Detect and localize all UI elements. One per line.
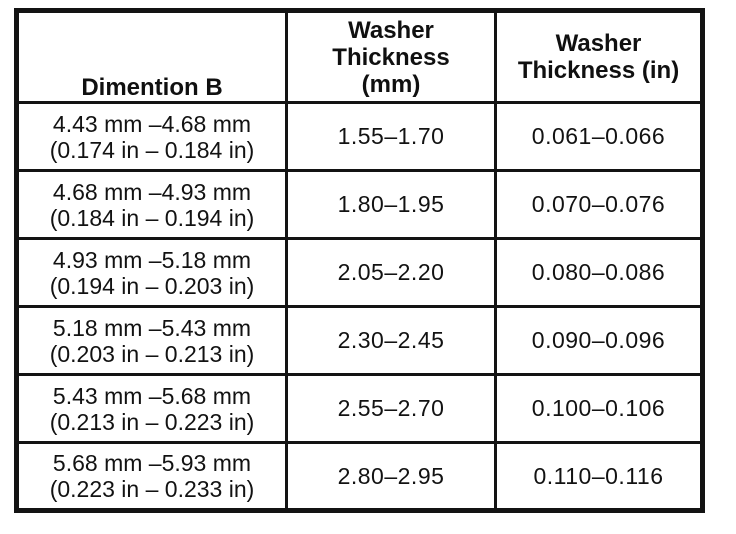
table-row: 5.68 mm –5.93 mm (0.223 in – 0.233 in) 2… [15,441,704,512]
thickness-in-cell: 0.090–0.096 [494,305,704,376]
dimension-mm-range: 5.18 mm –5.43 mm [52,314,252,341]
dimension-mm-range: 4.43 mm –4.68 mm [52,110,252,137]
thickness-mm-cell: 2.30–2.45 [285,305,497,376]
table-row: 5.43 mm –5.68 mm (0.213 in – 0.223 in) 2… [15,373,704,444]
dimension-in-range: (0.184 in – 0.194 in) [49,204,255,231]
thickness-in-cell: 0.100–0.106 [494,373,704,444]
dimension-in-range: (0.213 in – 0.223 in) [49,408,255,435]
thickness-in-cell: 0.080–0.086 [494,237,704,308]
header-washer-thickness-in: Washer Thickness (in) [494,9,704,104]
dimension-b-cell: 4.68 mm –4.93 mm (0.184 in – 0.194 in) [15,169,288,240]
dimension-b-cell: 5.68 mm –5.93 mm (0.223 in – 0.233 in) [15,441,288,512]
thickness-in-cell: 0.061–0.066 [494,101,704,172]
thickness-in-cell: 0.110–0.116 [494,441,704,512]
header-line: Washer [555,30,642,57]
dimension-b-cell: 5.18 mm –5.43 mm (0.203 in – 0.213 in) [15,305,288,376]
dimension-b-cell: 4.43 mm –4.68 mm (0.174 in – 0.184 in) [15,101,288,172]
header-line: Dimention B [81,74,223,101]
table-row: 4.43 mm –4.68 mm (0.174 in – 0.184 in) 1… [15,101,704,172]
header-row: Dimention B Washer Thickness (mm) Washer… [15,9,704,104]
header-dimension-b: Dimention B [15,9,288,104]
thickness-mm-cell: 2.05–2.20 [285,237,497,308]
table-row: 4.68 mm –4.93 mm (0.184 in – 0.194 in) 1… [15,169,704,240]
dimension-in-range: (0.203 in – 0.213 in) [49,340,255,367]
washer-thickness-table: Dimention B Washer Thickness (mm) Washer… [14,8,705,513]
thickness-mm-cell: 1.55–1.70 [285,101,497,172]
thickness-mm-cell: 2.80–2.95 [285,441,497,512]
header-line: Thickness [332,43,450,71]
table-row: 5.18 mm –5.43 mm (0.203 in – 0.213 in) 2… [15,305,704,376]
dimension-in-range: (0.223 in – 0.233 in) [49,476,255,502]
thickness-mm-cell: 2.55–2.70 [285,373,497,444]
dimension-b-cell: 4.93 mm –5.18 mm (0.194 in – 0.203 in) [15,237,288,308]
dimension-mm-range: 4.68 mm –4.93 mm [52,178,252,205]
dimension-in-range: (0.174 in – 0.184 in) [49,136,255,163]
table-row: 4.93 mm –5.18 mm (0.194 in – 0.203 in) 2… [15,237,704,308]
washer-thickness-table-container: Dimention B Washer Thickness (mm) Washer… [14,8,705,513]
thickness-in-cell: 0.070–0.076 [494,169,704,240]
header-line: Thickness (in) [517,57,680,84]
dimension-mm-range: 4.93 mm –5.18 mm [52,246,252,273]
thickness-mm-cell: 1.80–1.95 [285,169,497,240]
dimension-mm-range: 5.43 mm –5.68 mm [52,382,252,409]
header-line: Washer [348,16,434,44]
header-line: (mm) [361,70,421,98]
dimension-mm-range: 5.68 mm –5.93 mm [52,450,252,476]
dimension-b-cell: 5.43 mm –5.68 mm (0.213 in – 0.223 in) [15,373,288,444]
header-washer-thickness-mm: Washer Thickness (mm) [285,9,497,104]
dimension-in-range: (0.194 in – 0.203 in) [49,272,255,299]
